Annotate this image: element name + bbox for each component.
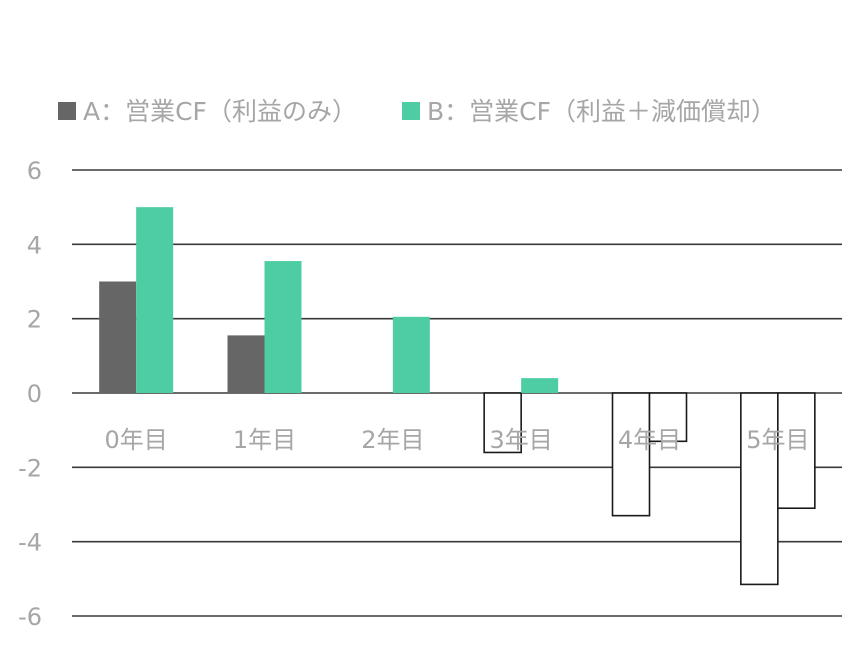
bar-series-b-1 (264, 261, 302, 393)
y-tick-label: 4 (27, 231, 42, 259)
y-tick-label: -4 (18, 529, 42, 557)
bar-series-a-5 (740, 392, 779, 586)
bar-series-a-1 (227, 335, 265, 393)
category-label: 5年目 (746, 426, 809, 454)
category-label: 3年目 (490, 426, 553, 454)
bar-series-a-4 (611, 392, 651, 517)
category-labels: 0年目 1年目 2年目 3年目 4年目 5年目 (105, 426, 810, 454)
y-tick-label: 6 (27, 157, 42, 185)
bar-series-a-0 (99, 281, 137, 393)
y-axis-ticks: 6 4 2 0 -2 -4 -6 (18, 157, 42, 631)
bar-series-a-3 (483, 392, 522, 454)
y-tick-label: -6 (18, 603, 42, 631)
bar-series-b-5 (777, 392, 816, 510)
legend-swatch-a (58, 102, 76, 120)
legend: A：営業CF（利益のみ） B：営業CF（利益＋減価償却） (58, 97, 776, 126)
y-tick-label: -2 (18, 454, 42, 482)
legend-swatch-b (402, 102, 420, 120)
y-tick-label: 2 (27, 306, 42, 334)
legend-label-b: B：営業CF（利益＋減価償却） (427, 97, 776, 126)
bar-series-b-4 (648, 392, 688, 443)
category-label: 0年目 (105, 426, 168, 454)
bar-series-b-2 (392, 316, 430, 393)
category-label: 1年目 (233, 426, 296, 454)
category-label: 2年目 (361, 426, 424, 454)
legend-label-a: A：営業CF（利益のみ） (83, 97, 357, 126)
y-tick-label: 0 (27, 380, 42, 408)
bars (99, 207, 816, 586)
bar-series-b-3 (521, 378, 559, 393)
bar-series-b-0 (136, 207, 174, 393)
gridlines (72, 169, 842, 617)
category-label: 4年目 (618, 426, 681, 454)
